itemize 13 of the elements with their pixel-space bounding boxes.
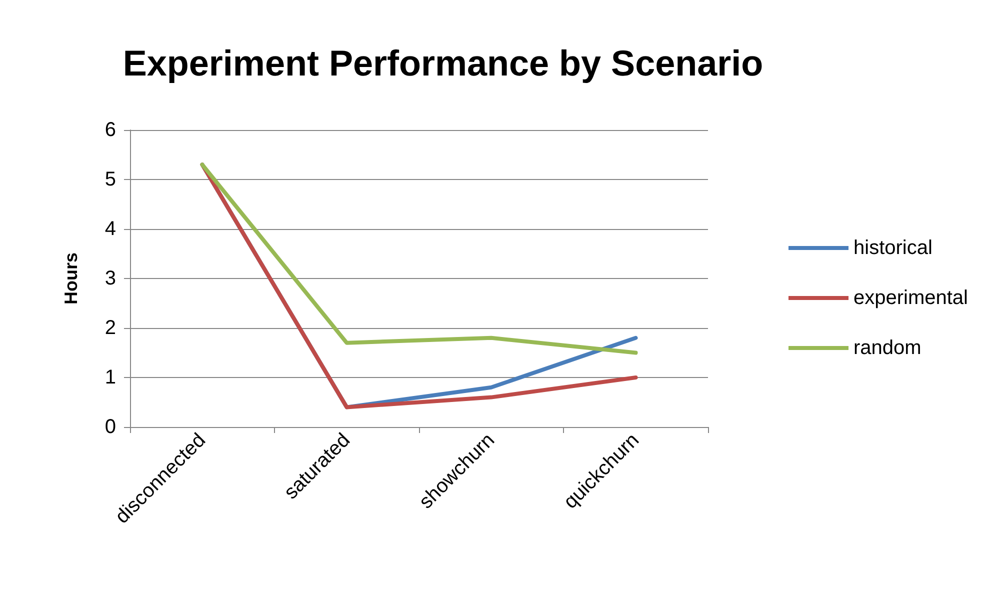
line-series (200, 162, 638, 355)
y-tick-label: 1 (104, 366, 116, 388)
y-axis-title: Hours (61, 252, 81, 305)
legend-label: random (854, 337, 922, 359)
legend-label: experimental (854, 287, 968, 309)
chart-title: Experiment Performance by Scenario (122, 42, 764, 84)
y-tick-label: 0 (104, 416, 116, 438)
y-tick-label: 4 (104, 218, 116, 240)
y-tick-label: 3 (104, 268, 116, 290)
y-tick-label: 2 (104, 317, 116, 339)
legend-label: historical (854, 237, 932, 259)
y-tick-label: 5 (104, 168, 116, 190)
y-tick-label: 6 (104, 119, 116, 141)
